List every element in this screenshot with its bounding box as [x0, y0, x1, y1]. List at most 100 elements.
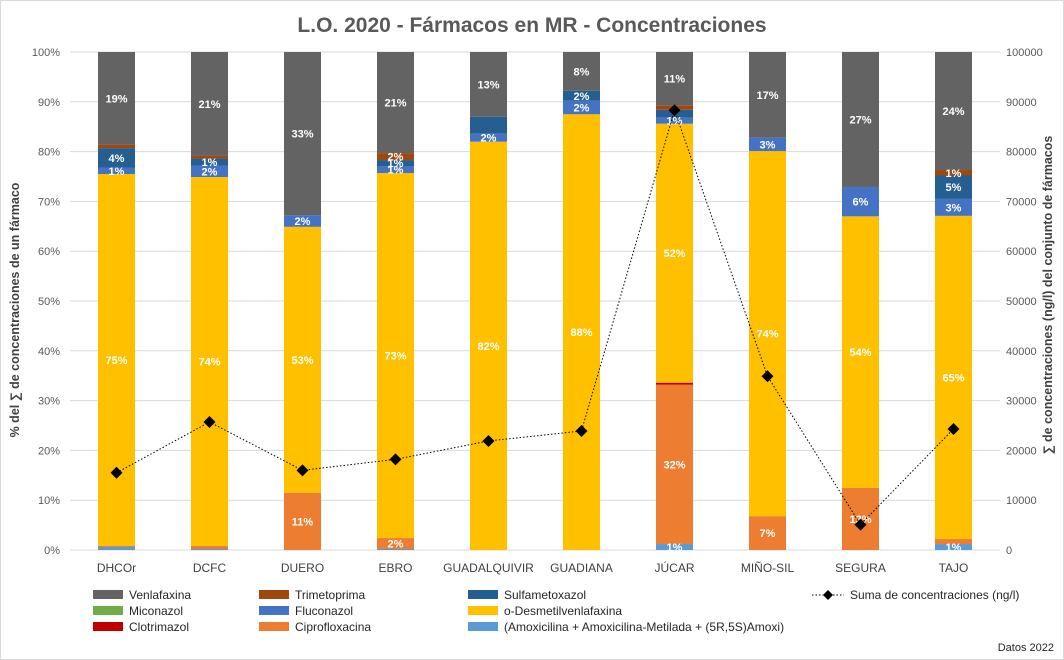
bar-segment: [284, 52, 321, 216]
sum-point-marker: [761, 370, 774, 383]
footer-note: Datos 2022: [998, 642, 1054, 654]
bar-labels: 75%1%4%19%74%2%1%21%11%53%2%33%2%73%1%1%…: [105, 66, 964, 554]
legend-swatch: [93, 606, 123, 615]
bar-segment: [470, 52, 507, 117]
bar-data-label: 33%: [291, 129, 313, 141]
bar-segment: [656, 544, 693, 550]
bar-segment: [284, 226, 321, 493]
bar-segment: [377, 160, 414, 167]
category-label: GUADIANA: [550, 561, 613, 575]
bar-data-label: 4%: [109, 153, 125, 165]
bar-segment: [377, 538, 414, 550]
bar-segment: [284, 492, 321, 550]
bar-segment: [98, 52, 135, 145]
bar-segment: [377, 166, 414, 174]
bar-data-label: 73%: [384, 351, 406, 363]
bar-segment: [191, 546, 228, 550]
y2-tick-label: 20000: [1006, 445, 1037, 457]
legend-swatch: [93, 622, 123, 631]
y2-tick-label: 50000: [1006, 296, 1037, 308]
bar-data-label: 1%: [109, 166, 125, 178]
bar-data-label: 53%: [291, 355, 313, 367]
bar-data-label: 7%: [760, 528, 776, 540]
bar-segment: [656, 117, 693, 124]
bar-data-label: 21%: [198, 99, 220, 111]
category-label: MIÑO-SIL: [741, 561, 795, 575]
legend-swatch: [468, 606, 498, 615]
bar-segment: [470, 116, 507, 134]
category-label: DHCOr: [97, 561, 136, 575]
y-axis-ticks: 0% 10% 20% 30% 40% 50% 60% 70% 80% 90% 100%: [32, 47, 60, 557]
y-tick-label: 50%: [38, 296, 60, 308]
bar-segment: [98, 546, 135, 548]
legend-line-marker: [823, 590, 833, 600]
y2-tick-label: 70000: [1006, 196, 1037, 208]
bar-data-label: 21%: [384, 98, 406, 110]
bar-data-label: 74%: [198, 357, 220, 369]
bar-segment: [935, 52, 972, 171]
bar-data-label: 11%: [664, 74, 686, 86]
bar-data-label: 3%: [760, 139, 776, 151]
legend-label: Suma de concentraciones (ng/l): [850, 588, 1019, 602]
sum-point-marker: [389, 453, 402, 466]
bar-segment: [98, 144, 135, 149]
y-tick-label: 0%: [44, 545, 60, 557]
bar-data-label: 52%: [663, 248, 685, 260]
y-tick-label: 10%: [38, 495, 60, 507]
y-tick-label: 20%: [38, 445, 60, 457]
y2-tick-label: 100000: [1006, 47, 1043, 59]
y-tick-label: 70%: [38, 196, 60, 208]
legend-label: (Amoxicilina + Amoxicilina-Metilada + (5…: [504, 620, 784, 634]
legend-label: Sulfametoxazol: [504, 588, 586, 602]
y-tick-label: 30%: [38, 396, 60, 408]
bar-data-label: 3%: [946, 202, 962, 214]
bar-segment: [935, 170, 972, 176]
bar-data-label: 1%: [667, 116, 683, 128]
bar-segment: [377, 52, 414, 154]
bar-segment: [377, 153, 414, 161]
chart-title: L.O. 2020 - Fármacos en MR - Concentraci…: [297, 14, 766, 37]
y2-axis-label: ∑ de concentraciones (ng/l) del conjunto…: [1041, 136, 1055, 455]
sum-point-marker: [296, 464, 309, 477]
category-label: DCFC: [193, 561, 227, 575]
category-label: TAJO: [939, 561, 969, 575]
bar-segment: [749, 137, 786, 152]
bar-segment: [470, 133, 507, 142]
bar-segment: [749, 151, 786, 517]
y-tick-label: 40%: [38, 346, 60, 358]
bar-segment: [98, 148, 135, 168]
legend-swatch: [259, 590, 289, 599]
y2-tick-label: 60000: [1006, 246, 1037, 258]
sum-point-marker: [668, 104, 681, 117]
bar-segment: [191, 158, 228, 166]
legend-label: Miconazol: [129, 604, 183, 618]
category-label: JÚCAR: [654, 560, 694, 575]
legend-swatch: [259, 606, 289, 615]
bar-data-label: 1%: [946, 542, 962, 554]
bar-data-label: 13%: [477, 79, 499, 91]
legend: Venlafaxina Trimetoprima Sulfametoxazol Mic…: [93, 588, 1019, 634]
sum-line: [110, 104, 960, 531]
y2-tick-label: 0: [1006, 545, 1012, 557]
bar-data-label: 82%: [477, 341, 499, 353]
bar-data-label: 2%: [202, 166, 218, 178]
y2-tick-label: 80000: [1006, 147, 1037, 159]
legend-label: Ciprofloxacina: [295, 620, 371, 634]
bar-data-label: 32%: [663, 459, 685, 471]
legend-swatch: [93, 590, 123, 599]
bar-data-label: 2%: [574, 103, 590, 115]
bar-data-label: 11%: [292, 516, 314, 528]
bar-segment: [191, 52, 228, 156]
bar-segment: [656, 52, 693, 106]
bar-segment: [935, 198, 972, 216]
y-axis-label: % del ∑ de concentraciones de un fármaco: [8, 182, 22, 437]
x-axis-categories: DHCOr DCFC DUERO EBRO GUADALQUIVIR GUADIANA JÚ…: [97, 560, 969, 575]
sum-point-marker: [575, 424, 588, 437]
y2-tick-label: 40000: [1006, 346, 1037, 358]
bar-segment: [656, 382, 693, 385]
bar-segment: [377, 173, 414, 539]
bar-data-label: 19%: [105, 93, 127, 105]
bar-segment: [98, 547, 135, 550]
bar-data-label: 2%: [295, 216, 311, 228]
